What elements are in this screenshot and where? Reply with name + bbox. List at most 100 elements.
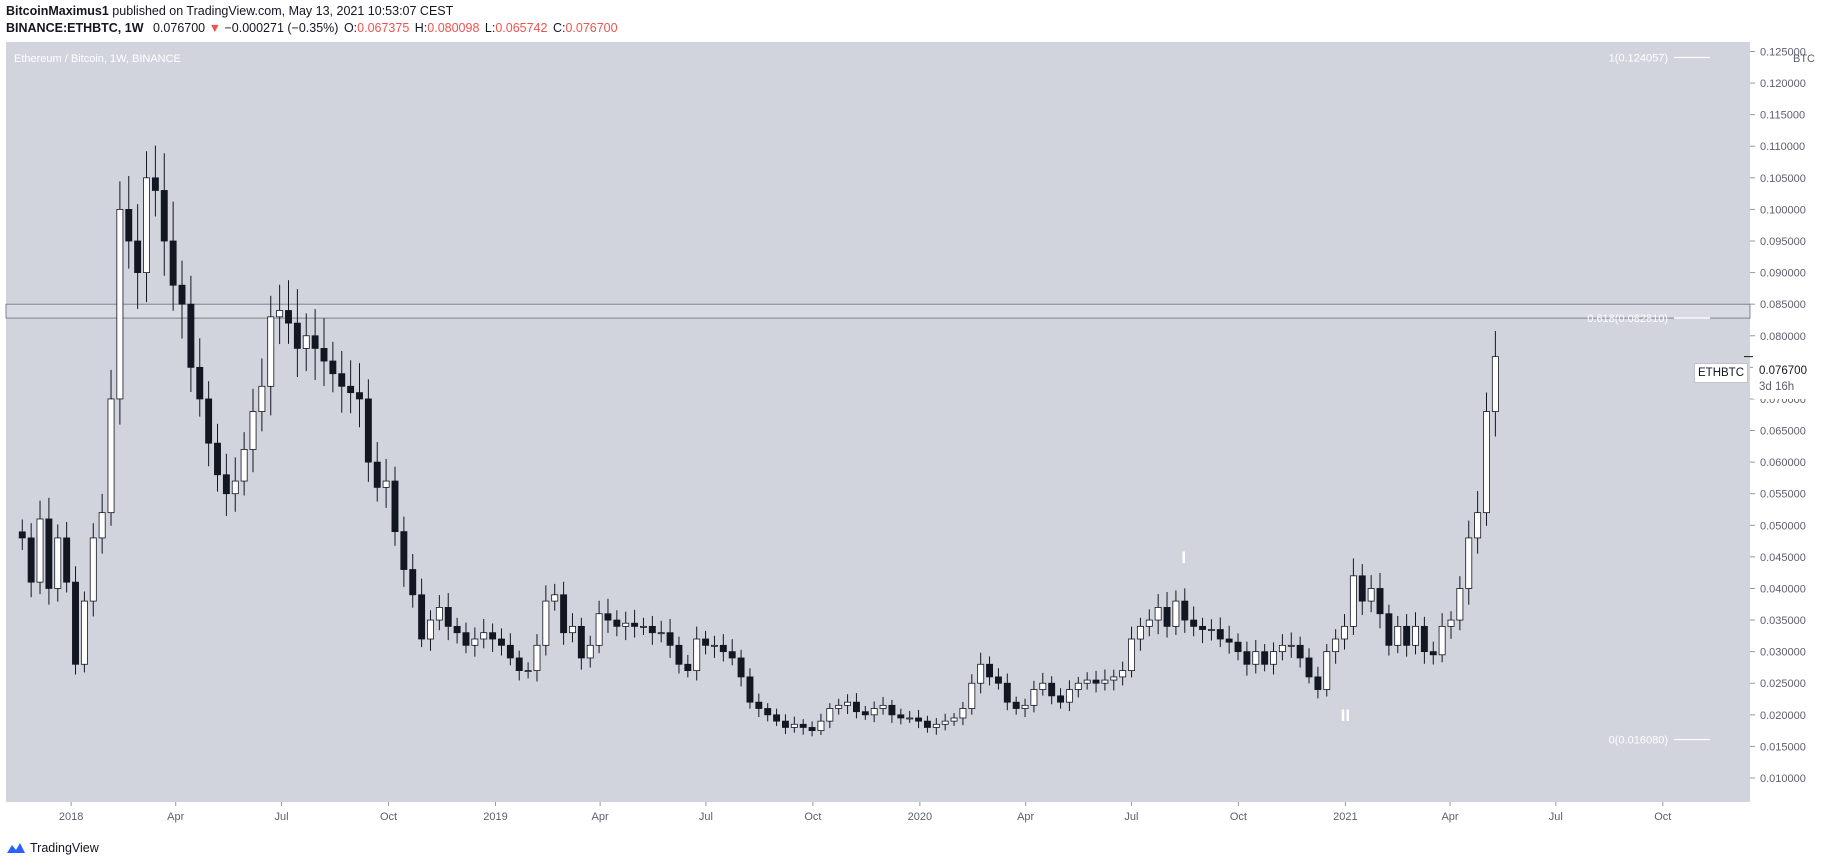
price-axis[interactable]	[1750, 42, 1828, 802]
price-change: −0.000271 (−0.35%)	[224, 21, 339, 35]
price-tick-label: 0.030000	[1760, 647, 1806, 659]
candle-body	[941, 720, 949, 725]
candle-body	[1358, 575, 1366, 602]
author-name[interactable]: BitcoinMaximus1	[6, 4, 109, 18]
price-tick-label: 0.090000	[1760, 268, 1806, 280]
candle-body	[205, 398, 213, 444]
price-tick-label: 0.065000	[1760, 426, 1806, 438]
time-tick-label: Jul	[1124, 811, 1138, 823]
price-tick-label: 0.110000	[1760, 141, 1805, 153]
candle-body	[994, 676, 1002, 684]
candle-body	[923, 720, 931, 728]
candle-body	[861, 711, 869, 716]
candle-body	[684, 663, 692, 671]
wave-annotation: II	[1341, 706, 1350, 725]
candle-body	[879, 704, 887, 709]
candle-body	[1323, 651, 1331, 690]
candle-body	[435, 607, 443, 621]
bar-countdown: 3d 16h	[1759, 381, 1795, 393]
time-tick-label: Oct	[1654, 811, 1671, 823]
open-label: O:	[343, 21, 358, 35]
candle-body	[622, 622, 630, 627]
candle-body	[1438, 625, 1446, 656]
candle-body	[631, 622, 639, 627]
axis-currency-label: BTC	[1793, 53, 1815, 65]
chart-title: Ethereum / Bitcoin, 1W, BINANCE	[14, 53, 181, 65]
footer-brand[interactable]: TradingView	[6, 841, 99, 855]
candle-body	[1403, 625, 1411, 646]
candle-body	[711, 644, 718, 647]
price-tick-label: 0.015000	[1760, 741, 1806, 753]
candle-body	[45, 518, 53, 589]
candle-body	[1287, 644, 1295, 647]
candle-body	[986, 663, 994, 678]
candle-body	[1385, 613, 1393, 646]
candle-body	[1154, 607, 1162, 621]
candle-body	[471, 638, 479, 646]
candle-body	[1092, 679, 1100, 684]
time-tick-label: Apr	[1441, 811, 1458, 823]
candle-body	[178, 284, 186, 305]
candle-body	[1163, 607, 1171, 627]
candle-body	[329, 360, 337, 375]
candle-body	[666, 632, 674, 646]
candle-body	[719, 644, 727, 653]
publish-line: BitcoinMaximus1 published on TradingView…	[6, 4, 453, 18]
last-price-tag: 0.076700 3d 16h	[1753, 363, 1825, 399]
candle-body	[1296, 644, 1304, 659]
candle-body	[1225, 638, 1233, 643]
candle-body	[1341, 625, 1348, 640]
candle-body	[1145, 619, 1153, 627]
candle-body	[196, 366, 204, 400]
candle-body	[542, 600, 550, 646]
time-tick-label: Apr	[1017, 811, 1034, 823]
candle-body	[577, 625, 585, 659]
candle-body	[231, 480, 239, 495]
candle-body	[347, 385, 355, 394]
candle-body	[959, 708, 967, 719]
candle-body	[1021, 704, 1029, 709]
candle-body	[1136, 625, 1144, 640]
candle-body	[107, 398, 115, 514]
candle-body	[950, 717, 958, 722]
candle-body	[764, 708, 772, 716]
published-text: published on TradingView.com, May 13, 20…	[112, 4, 454, 18]
candle-body	[1057, 695, 1064, 703]
candle-body	[418, 594, 426, 640]
candle-body	[604, 613, 612, 621]
time-axis[interactable]	[6, 802, 1750, 830]
candle-body	[1003, 682, 1011, 703]
candle-body	[852, 701, 860, 713]
chart-plot-area[interactable]	[6, 42, 1750, 802]
candle-body	[63, 537, 71, 583]
candle-body	[906, 717, 914, 720]
candle-body	[293, 322, 301, 349]
candle-body	[18, 531, 26, 539]
price-tick-label: 0.045000	[1760, 552, 1806, 564]
time-tick-label: 2018	[59, 811, 83, 823]
candle-body	[258, 385, 266, 412]
candle-body	[675, 644, 683, 665]
candle-body	[897, 714, 905, 719]
candle-body	[444, 607, 452, 627]
candle-body	[1465, 537, 1473, 589]
candle-body	[125, 209, 133, 242]
candle-body	[1456, 588, 1464, 621]
candle-body	[1278, 644, 1286, 653]
price-tick-label: 0.115000	[1760, 110, 1805, 122]
candle-body	[160, 190, 168, 242]
candle-body	[835, 704, 843, 709]
candle-body	[1039, 682, 1047, 690]
candle-body	[1216, 629, 1224, 640]
candle-body	[1394, 625, 1402, 646]
candle-body	[151, 177, 159, 191]
close-value: 0.076700	[565, 21, 618, 35]
candle-body	[1048, 682, 1056, 697]
last-price: 0.076700	[152, 21, 206, 35]
candle-body	[702, 638, 710, 646]
time-tick-label: Oct	[1230, 811, 1247, 823]
candle-body	[214, 442, 221, 476]
price-tick-label: 0.120000	[1760, 78, 1806, 90]
candle-body	[1491, 356, 1499, 412]
